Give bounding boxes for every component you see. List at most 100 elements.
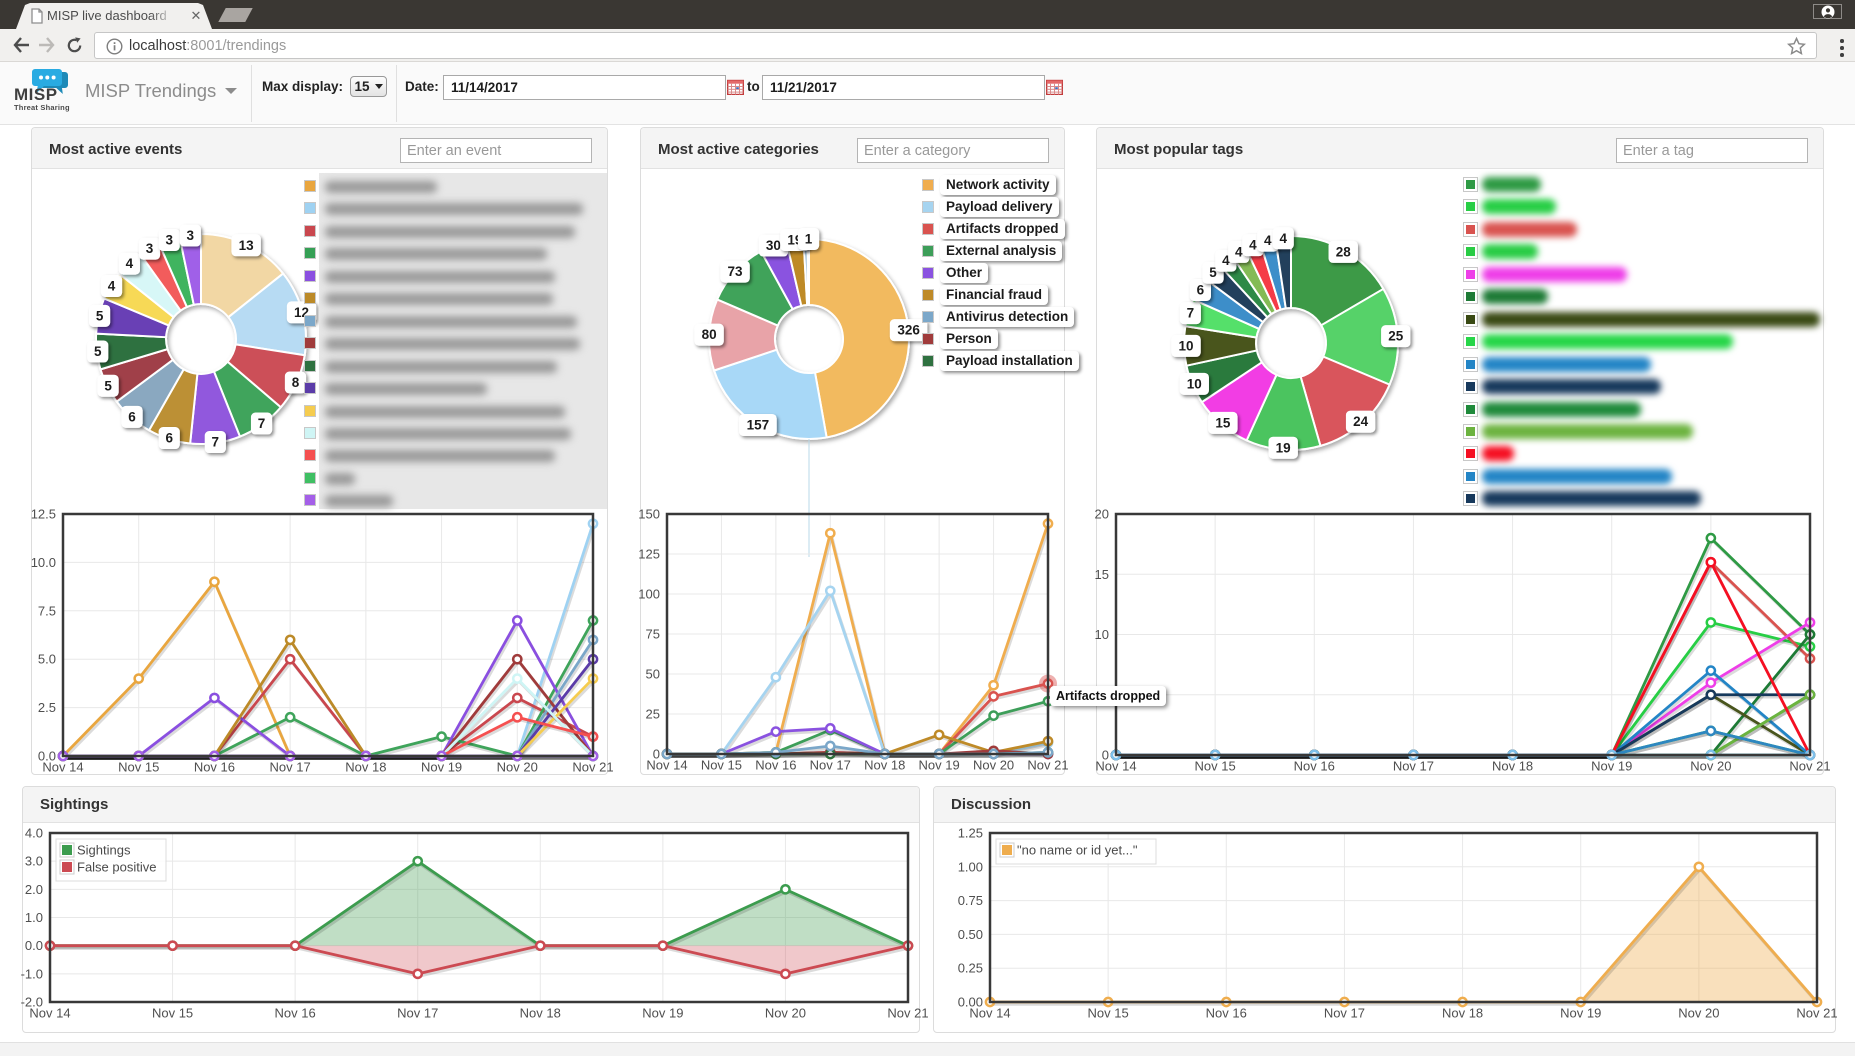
series — [44, 940, 914, 980]
date-to-input[interactable] — [762, 75, 1045, 100]
svg-text:8: 8 — [292, 375, 300, 390]
profile-button[interactable] — [1813, 4, 1842, 19]
data-point[interactable] — [284, 653, 296, 665]
category-search-input[interactable] — [857, 138, 1049, 163]
data-point[interactable] — [511, 615, 523, 626]
donut-label: 24 — [1345, 410, 1376, 433]
new-tab-button[interactable] — [218, 8, 253, 22]
data-point[interactable] — [1705, 665, 1717, 676]
data-point[interactable] — [436, 731, 447, 742]
legend-label[interactable]: Payload delivery — [940, 197, 1059, 217]
legend-label[interactable]: Other — [940, 263, 989, 283]
address-bar[interactable]: localhost:8001/trendings — [94, 32, 1817, 59]
svg-text:Nov 16: Nov 16 — [1206, 1006, 1247, 1021]
svg-text:7.5: 7.5 — [38, 603, 56, 618]
svg-text:Nov 14: Nov 14 — [29, 1006, 70, 1021]
data-point[interactable] — [1705, 677, 1717, 689]
page-favicon-icon — [30, 8, 44, 29]
data-point[interactable] — [824, 527, 836, 539]
legend-swatch — [922, 267, 934, 279]
data-point[interactable] — [511, 692, 523, 704]
legend-label[interactable]: Financial fraud — [940, 285, 1049, 305]
data-point[interactable] — [657, 940, 669, 952]
data-point[interactable] — [284, 711, 296, 723]
misp-logo-icon[interactable] — [29, 68, 71, 101]
data-point[interactable] — [1705, 556, 1717, 568]
donut-label: 10 — [1179, 372, 1209, 395]
data-point[interactable] — [209, 692, 220, 704]
data-point[interactable] — [824, 740, 836, 752]
donut-slice[interactable] — [808, 238, 910, 439]
data-point[interactable] — [167, 940, 178, 952]
data-point[interactable] — [1705, 532, 1717, 544]
data-point[interactable] — [289, 940, 301, 952]
data-point[interactable] — [780, 883, 791, 895]
redacted-legend-text — [325, 338, 580, 351]
svg-text:1: 1 — [805, 232, 813, 247]
donut-slice[interactable] — [1290, 235, 1385, 327]
legend-swatch — [1463, 401, 1478, 417]
data-point[interactable] — [511, 653, 523, 665]
data-point[interactable] — [988, 691, 999, 702]
legend-label[interactable]: Network activity — [940, 175, 1056, 195]
data-point[interactable] — [988, 679, 999, 691]
redacted-tag-pill — [1482, 379, 1661, 395]
data-point[interactable] — [534, 940, 546, 952]
data-point[interactable] — [1693, 861, 1705, 873]
svg-text:False positive: False positive — [77, 860, 156, 875]
date-from-input[interactable] — [443, 75, 726, 100]
donut-slice[interactable] — [200, 233, 285, 319]
max-display-select[interactable]: 15 — [350, 76, 387, 97]
data-point[interactable] — [770, 747, 782, 758]
legend-label[interactable]: Person — [940, 329, 998, 349]
browser-tab-bar: MISP live dashboard ✕ — [0, 0, 1855, 29]
bookmark-star-icon[interactable] — [1786, 36, 1807, 62]
forward-button[interactable] — [38, 37, 55, 58]
data-point[interactable] — [209, 576, 220, 588]
url-text: localhost:8001/trendings — [129, 37, 287, 54]
browser-tab[interactable]: MISP live dashboard ✕ — [16, 3, 212, 29]
data-point[interactable] — [284, 634, 296, 646]
data-point[interactable] — [511, 711, 523, 723]
back-button[interactable] — [13, 37, 30, 58]
tab-close-icon[interactable]: ✕ — [190, 8, 202, 23]
calendar-icon[interactable] — [1045, 79, 1064, 100]
svg-text:19: 19 — [1276, 440, 1291, 455]
data-point[interactable] — [770, 671, 782, 683]
donut-slice[interactable] — [227, 272, 307, 357]
legend-swatch — [922, 311, 934, 323]
data-point[interactable] — [1705, 617, 1717, 628]
data-point[interactable] — [133, 673, 145, 684]
reload-button[interactable] — [66, 37, 83, 59]
data-point[interactable] — [412, 855, 424, 867]
legend-label[interactable]: Antivirus detection — [940, 307, 1075, 327]
legend-label[interactable]: Artifacts dropped — [940, 219, 1065, 239]
legend-swatch — [1463, 244, 1478, 260]
nav-dropdown[interactable]: MISP Trendings — [85, 80, 238, 102]
donut-slice[interactable] — [1320, 287, 1399, 386]
browser-menu-icon[interactable] — [1840, 39, 1844, 60]
data-point[interactable] — [511, 673, 523, 684]
data-point[interactable] — [824, 585, 836, 597]
data-point[interactable] — [1705, 689, 1717, 701]
donut-slice[interactable] — [713, 348, 828, 440]
event-search-input[interactable] — [400, 138, 592, 163]
data-point[interactable] — [1705, 725, 1717, 737]
tag-search-input[interactable] — [1616, 138, 1808, 163]
donut-label: 3 — [179, 224, 201, 247]
data-point[interactable] — [770, 726, 782, 737]
legend-label[interactable]: External analysis — [940, 241, 1063, 261]
header-separator — [251, 65, 252, 122]
data-point[interactable] — [824, 723, 836, 734]
panel-header: Most active categories — [641, 128, 1064, 169]
data-point[interactable] — [780, 968, 791, 980]
donut-slice[interactable] — [1299, 355, 1391, 447]
data-point[interactable] — [933, 729, 945, 741]
data-point[interactable] — [988, 710, 999, 721]
calendar-icon[interactable] — [726, 79, 745, 100]
page-info-icon[interactable] — [106, 38, 123, 60]
legend-label[interactable]: Payload installation — [940, 351, 1079, 371]
data-point[interactable] — [412, 968, 424, 980]
svg-text:Nov 16: Nov 16 — [275, 1006, 316, 1021]
